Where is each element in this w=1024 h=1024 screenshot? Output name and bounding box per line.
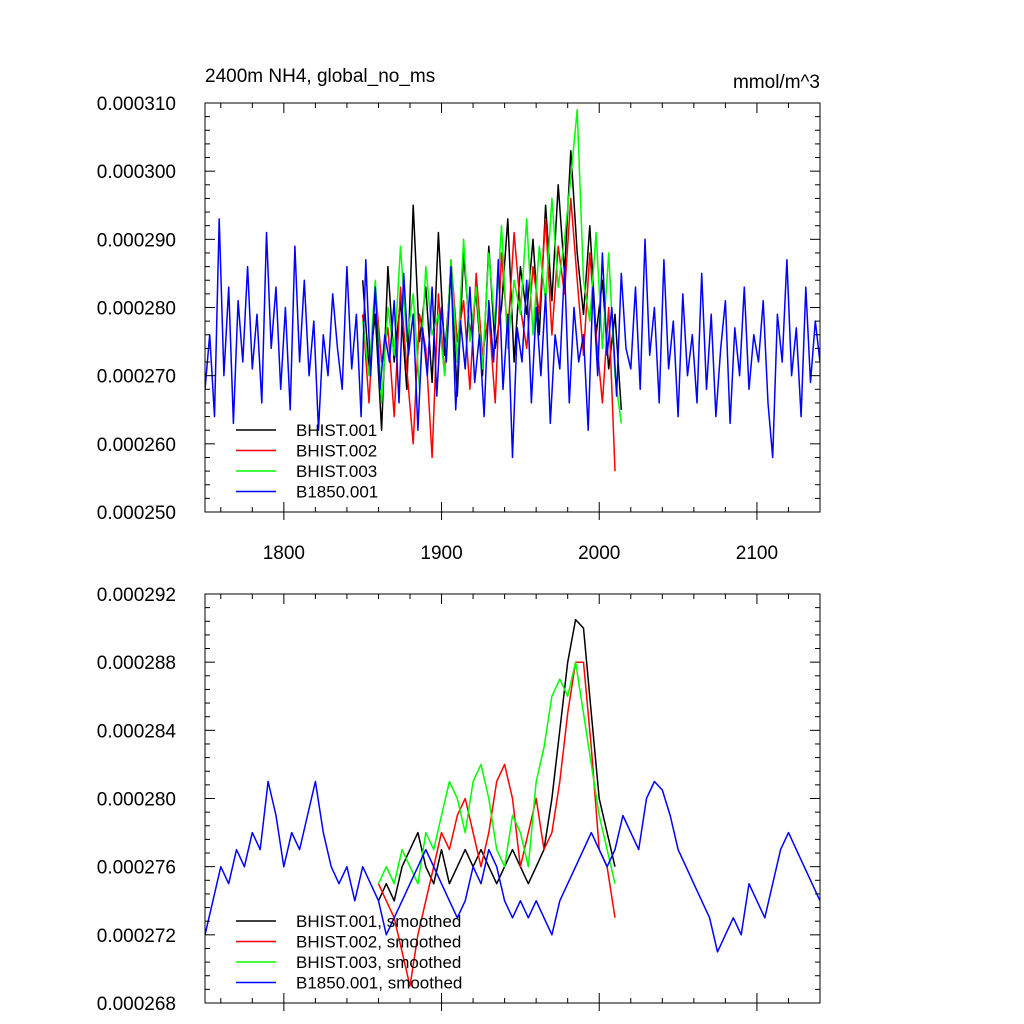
chart-panel-1: 0.000250 0.000260 0.000270 0.000280 0.000290… xyxy=(97,66,821,564)
x-tick-label: 2100 xyxy=(736,543,778,564)
legend-label: B1850.001, smoothed xyxy=(296,974,462,993)
chart-panel-2: 0.000268 0.000272 0.000276 0.000280 0.000284… xyxy=(97,585,821,1015)
chart-title-left: 2400m NH4, global_no_ms xyxy=(205,66,435,87)
series-line-b1850-001-smoothed xyxy=(205,780,820,953)
y-tick-label: 0.000288 xyxy=(97,653,176,674)
y-tick-label: 0.000284 xyxy=(97,721,177,742)
series-line-b1850-001 xyxy=(205,218,820,459)
legend-label: BHIST.002 xyxy=(296,442,377,461)
y-tick-label: 0.000260 xyxy=(97,435,176,456)
y-tick-label: 0.000310 xyxy=(97,94,176,115)
y-tick-label: 0.000250 xyxy=(97,503,176,524)
x-tick-label: 1800 xyxy=(263,543,305,564)
series-group xyxy=(205,618,820,987)
y-tick-label: 0.000280 xyxy=(97,790,176,811)
y-tick-label: 0.000280 xyxy=(97,299,176,320)
series-group xyxy=(205,109,820,472)
y-tick-label: 0.000272 xyxy=(97,926,176,947)
legend-label: B1850.001 xyxy=(296,483,378,502)
legend-label: BHIST.001, smoothed xyxy=(296,912,461,931)
y-tick-label: 0.000268 xyxy=(97,994,176,1015)
legend-label: BHIST.003 xyxy=(296,462,377,481)
y-tick-label: 0.000292 xyxy=(97,585,176,606)
y-tick-label: 0.000300 xyxy=(97,162,176,183)
x-tick-label: 2000 xyxy=(578,543,620,564)
series-line-bhist-003 xyxy=(361,109,623,424)
y-tick-label: 0.000290 xyxy=(97,230,176,251)
legend-label: BHIST.002, smoothed xyxy=(296,933,461,952)
chart-legend: BHIST.001, smoothed BHIST.002, smoothedBH… xyxy=(236,912,462,993)
series-line-bhist-003-smoothed xyxy=(377,661,616,885)
legend-label: BHIST.001 xyxy=(296,421,377,440)
chart-title-right: mmol/m^3 xyxy=(733,72,820,93)
legend-label: BHIST.003, smoothed xyxy=(296,953,461,972)
x-tick-label: 1900 xyxy=(420,543,462,564)
y-tick-label: 0.000276 xyxy=(97,858,176,879)
y-tick-label: 0.000270 xyxy=(97,367,176,388)
series-line-bhist-001-smoothed xyxy=(377,618,616,902)
series-line-bhist-002 xyxy=(361,197,616,472)
